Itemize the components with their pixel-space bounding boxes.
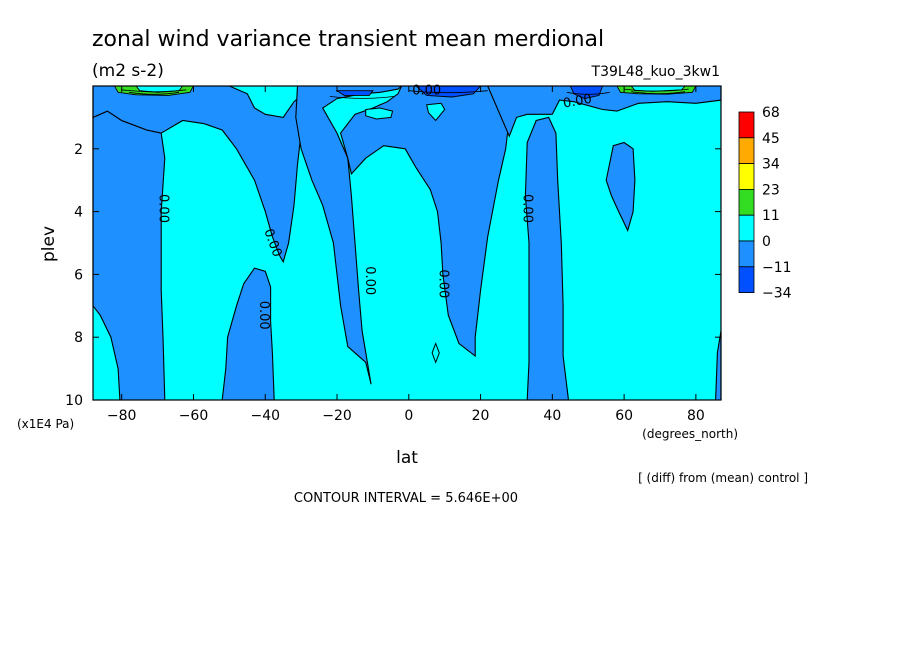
region-nh-upper: [486, 85, 722, 138]
colorbar-swatch: [738, 111, 755, 139]
island-lower: [431, 342, 440, 364]
region-nh-mid: [524, 116, 570, 401]
colorbar-label: 34: [762, 157, 780, 173]
island-upper-2: [426, 102, 446, 122]
y-axis-units: (x1E4 Pa): [17, 417, 74, 431]
contour-label: 0.00: [362, 266, 377, 295]
contour-line-top-4: [329, 96, 395, 99]
contour-label: 0.00: [412, 84, 441, 99]
x-tick-label: 80: [687, 408, 705, 424]
colorbar-swatch: [738, 163, 755, 190]
colorbar-swatch: [738, 240, 755, 268]
x-axis-label: lat: [396, 448, 418, 468]
contour-label: 0.00: [562, 92, 593, 112]
colorbar-label: 68: [762, 105, 780, 121]
region-tropics-north: [339, 85, 514, 358]
y-tick-label: 10: [65, 393, 83, 409]
region-sh-upper: [92, 85, 309, 264]
plot-frame: [92, 85, 722, 401]
contour-line-top-2: [624, 88, 689, 92]
x-tick-label: −20: [322, 408, 352, 424]
x-axis-units: (degrees_north): [642, 427, 738, 441]
contour-label: 0.00: [435, 269, 450, 298]
chart-title: zonal wind variance transient mean merdi…: [92, 27, 604, 52]
region-nh-isolated: [605, 141, 636, 232]
colorbar-label: 0: [762, 234, 771, 250]
colorbar: 68 45 34 23 11 0 −11 −34: [738, 105, 792, 302]
contour-line-top-1: [128, 91, 180, 95]
colorbar-label: 45: [762, 131, 780, 147]
region-darkblue-3: [335, 90, 374, 96]
colorbar-swatch: [738, 214, 755, 242]
island-upper-1: [365, 107, 394, 120]
colorbar-label: 23: [762, 182, 780, 198]
run-label: T39L48_kuo_3kw1: [591, 64, 720, 80]
contour-line-top-6: [566, 91, 610, 95]
contour-label: 0.00: [520, 194, 535, 223]
colorbar-swatch: [738, 188, 755, 216]
x-tick-label: 0: [404, 408, 413, 424]
y-axis-label: plev: [39, 226, 59, 262]
y-tick-label: 6: [74, 267, 83, 283]
y-axis-ticks: 2 4 6 8 10: [65, 142, 721, 409]
x-tick-label: −60: [179, 408, 209, 424]
x-tick-label: 20: [472, 408, 490, 424]
x-tick-label: 40: [543, 408, 561, 424]
chart-subtitle: (m2 s-2): [92, 61, 164, 81]
colorbar-swatch: [738, 137, 755, 165]
x-tick-label: −80: [107, 408, 137, 424]
x-tick-label: 60: [615, 408, 633, 424]
contour-label: 0.00: [256, 301, 271, 330]
contour-line-top-3: [631, 91, 686, 95]
x-tick-label: −40: [250, 408, 280, 424]
colorbar-swatch: [738, 266, 755, 293]
y-tick-label: 4: [74, 205, 83, 221]
diff-note: [ (diff) from (mean) control ]: [638, 471, 808, 485]
colorbar-label: 11: [762, 208, 780, 224]
contour-lines: [121, 88, 689, 99]
y-tick-label: 2: [74, 142, 83, 158]
contour-interval: CONTOUR INTERVAL = 5.646E+00: [294, 491, 518, 506]
contour-regions: [92, 85, 722, 401]
y-tick-label: 8: [74, 330, 83, 346]
colorbar-label: −34: [762, 286, 792, 302]
contour-label: 0.00: [156, 194, 171, 223]
x-axis-ticks: −80 −60 −40 −20 0 20 40 60 80: [107, 86, 705, 424]
colorbar-label: −11: [762, 260, 792, 276]
contour-line-top-0: [121, 89, 187, 93]
